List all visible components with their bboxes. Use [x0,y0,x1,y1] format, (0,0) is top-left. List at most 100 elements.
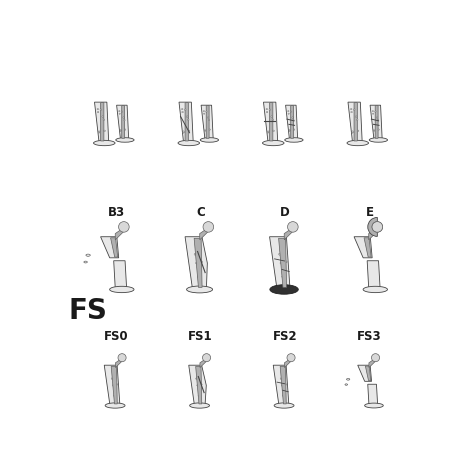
Polygon shape [115,228,124,240]
Polygon shape [264,102,278,143]
Text: C: C [196,206,205,219]
Circle shape [266,109,267,110]
Text: E: E [365,206,374,219]
Ellipse shape [365,403,383,408]
Circle shape [271,116,273,118]
FancyBboxPatch shape [206,106,209,138]
Ellipse shape [109,286,134,292]
Polygon shape [370,105,382,140]
Circle shape [198,379,199,381]
Circle shape [196,378,197,379]
Ellipse shape [346,378,350,380]
Polygon shape [196,366,202,404]
Circle shape [118,222,129,232]
Polygon shape [280,366,286,404]
Ellipse shape [345,384,347,385]
Circle shape [287,354,295,362]
Circle shape [195,262,197,264]
Text: FS: FS [68,297,107,325]
Polygon shape [286,105,298,140]
Circle shape [197,276,199,278]
Text: B3: B3 [108,206,125,219]
Circle shape [115,377,116,379]
Circle shape [194,253,196,255]
Circle shape [97,111,99,113]
Polygon shape [364,238,371,257]
Circle shape [280,262,282,264]
Circle shape [98,132,100,133]
Polygon shape [116,358,122,367]
Polygon shape [279,238,287,287]
Circle shape [285,384,287,385]
Circle shape [203,110,204,112]
Circle shape [104,130,105,132]
Circle shape [121,111,123,112]
Circle shape [292,117,293,118]
Circle shape [112,385,114,386]
Circle shape [188,119,189,120]
Circle shape [267,132,269,133]
Circle shape [201,384,202,385]
FancyBboxPatch shape [375,106,378,138]
Polygon shape [270,237,290,290]
Circle shape [372,222,383,232]
Circle shape [182,132,184,133]
FancyBboxPatch shape [185,103,188,141]
Polygon shape [367,261,380,290]
Circle shape [125,129,126,130]
Polygon shape [104,365,120,406]
Circle shape [124,119,125,121]
Circle shape [354,109,355,110]
Polygon shape [200,358,207,367]
Polygon shape [200,228,209,240]
Circle shape [209,129,210,130]
Circle shape [376,117,378,118]
Polygon shape [273,365,289,406]
Circle shape [184,109,186,110]
Circle shape [357,130,359,132]
Polygon shape [369,358,375,367]
Circle shape [203,113,205,114]
Circle shape [372,110,374,112]
Polygon shape [284,358,291,367]
FancyBboxPatch shape [291,106,293,138]
Polygon shape [179,102,193,143]
Circle shape [352,132,353,133]
Circle shape [288,110,289,112]
Circle shape [204,130,206,132]
Circle shape [116,384,118,385]
Circle shape [378,129,379,130]
Circle shape [290,111,292,112]
Polygon shape [94,102,109,143]
Circle shape [283,377,285,379]
Circle shape [199,377,201,379]
Circle shape [269,109,271,110]
Circle shape [203,222,214,232]
Polygon shape [358,365,372,381]
Circle shape [283,253,285,255]
Ellipse shape [270,285,298,294]
Circle shape [103,119,105,120]
Circle shape [186,116,188,118]
Circle shape [283,395,284,396]
Circle shape [356,116,357,118]
FancyBboxPatch shape [122,106,125,138]
Text: D: D [280,206,290,219]
Ellipse shape [105,403,125,408]
Circle shape [356,119,358,120]
Circle shape [350,109,352,110]
Circle shape [111,378,112,379]
Circle shape [197,385,198,386]
Polygon shape [348,102,362,143]
Circle shape [102,116,103,118]
Circle shape [282,276,283,278]
Ellipse shape [363,286,387,292]
Circle shape [293,119,294,121]
Circle shape [272,119,273,120]
Ellipse shape [285,137,303,142]
Circle shape [280,378,282,379]
Circle shape [289,129,290,131]
Circle shape [281,255,283,257]
Circle shape [372,354,380,362]
Ellipse shape [201,137,219,142]
